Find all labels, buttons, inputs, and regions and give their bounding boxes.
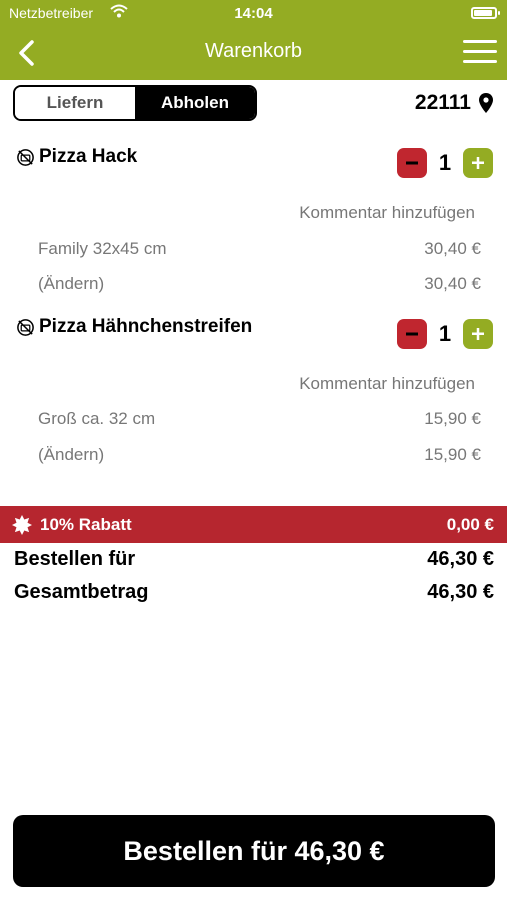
battery-icon bbox=[471, 7, 500, 19]
item-change-row[interactable]: (Ändern) 30,40 € bbox=[38, 274, 481, 294]
total-value: 46,30 € bbox=[427, 581, 494, 603]
discount-bar: 10% Rabatt 0,00 € bbox=[0, 506, 507, 543]
item-option-row: Family 32x45 cm 30,40 € bbox=[38, 239, 481, 259]
option-price: 30,40 € bbox=[424, 239, 481, 258]
plus-icon bbox=[472, 328, 484, 340]
cart-item-name: Pizza Hack bbox=[16, 146, 137, 168]
cart-item-name: Pizza Hähnchenstreifen bbox=[16, 316, 252, 338]
change-label[interactable]: (Ändern) bbox=[38, 274, 105, 293]
back-button[interactable] bbox=[12, 38, 42, 68]
quantity-value: 1 bbox=[438, 321, 452, 346]
option-label: Family 32x45 cm bbox=[38, 239, 167, 258]
tab-liefern[interactable]: Liefern bbox=[15, 87, 135, 119]
wifi-icon bbox=[110, 4, 128, 18]
increase-button[interactable] bbox=[463, 148, 493, 178]
decrease-button[interactable] bbox=[397, 319, 427, 349]
discount-label: 10% Rabatt bbox=[40, 514, 132, 534]
item-title: Pizza Hähnchenstreifen bbox=[39, 316, 253, 337]
decrease-button[interactable] bbox=[397, 148, 427, 178]
order-for-row: Bestellen für 46,30 € bbox=[14, 548, 494, 571]
minus-icon bbox=[406, 161, 418, 165]
quantity-value: 1 bbox=[438, 150, 452, 175]
quantity-stepper: 1 bbox=[397, 319, 493, 349]
map-pin-icon bbox=[479, 93, 493, 113]
item-price: 30,40 € bbox=[424, 274, 481, 293]
plus-icon bbox=[472, 157, 484, 169]
option-label: Groß ca. 32 cm bbox=[38, 409, 156, 428]
delivery-mode-toggle: Liefern Abholen bbox=[13, 85, 257, 121]
page-title: Warenkorb bbox=[204, 40, 303, 62]
no-image-icon bbox=[17, 148, 34, 166]
option-price: 15,90 € bbox=[424, 409, 481, 428]
chevron-left-icon bbox=[19, 40, 34, 66]
minus-icon bbox=[406, 332, 418, 336]
order-button[interactable]: Bestellen für 46,30 € bbox=[13, 815, 495, 887]
status-time: 14:04 bbox=[234, 5, 273, 22]
order-for-value: 46,30 € bbox=[427, 548, 494, 570]
increase-button[interactable] bbox=[463, 319, 493, 349]
quantity-stepper: 1 bbox=[397, 148, 493, 178]
menu-button[interactable] bbox=[463, 40, 497, 66]
nav-bar: Warenkorb bbox=[0, 28, 507, 80]
add-comment-link[interactable]: Kommentar hinzufügen bbox=[299, 203, 475, 222]
order-for-label: Bestellen für bbox=[14, 548, 136, 570]
hamburger-menu-icon bbox=[463, 40, 497, 43]
item-price: 15,90 € bbox=[424, 445, 481, 464]
tab-abholen[interactable]: Abholen bbox=[135, 87, 255, 119]
carrier-name: Netzbetreiber bbox=[9, 5, 94, 21]
discount-amount: 0,00 € bbox=[446, 514, 494, 534]
postcode: 22111 bbox=[414, 91, 471, 114]
no-image-icon bbox=[17, 318, 34, 336]
status-bar: Netzbetreiber 14:04 bbox=[0, 0, 507, 28]
total-label: Gesamtbetrag bbox=[14, 581, 149, 603]
change-label[interactable]: (Ändern) bbox=[38, 445, 105, 464]
location-selector[interactable]: 22111 bbox=[415, 91, 493, 115]
discount-badge-icon bbox=[12, 514, 32, 535]
total-row: Gesamtbetrag 46,30 € bbox=[14, 581, 494, 604]
item-change-row[interactable]: (Ändern) 15,90 € bbox=[38, 445, 481, 465]
item-option-row: Groß ca. 32 cm 15,90 € bbox=[38, 409, 481, 429]
add-comment-link[interactable]: Kommentar hinzufügen bbox=[299, 374, 475, 393]
item-title: Pizza Hack bbox=[39, 146, 138, 167]
